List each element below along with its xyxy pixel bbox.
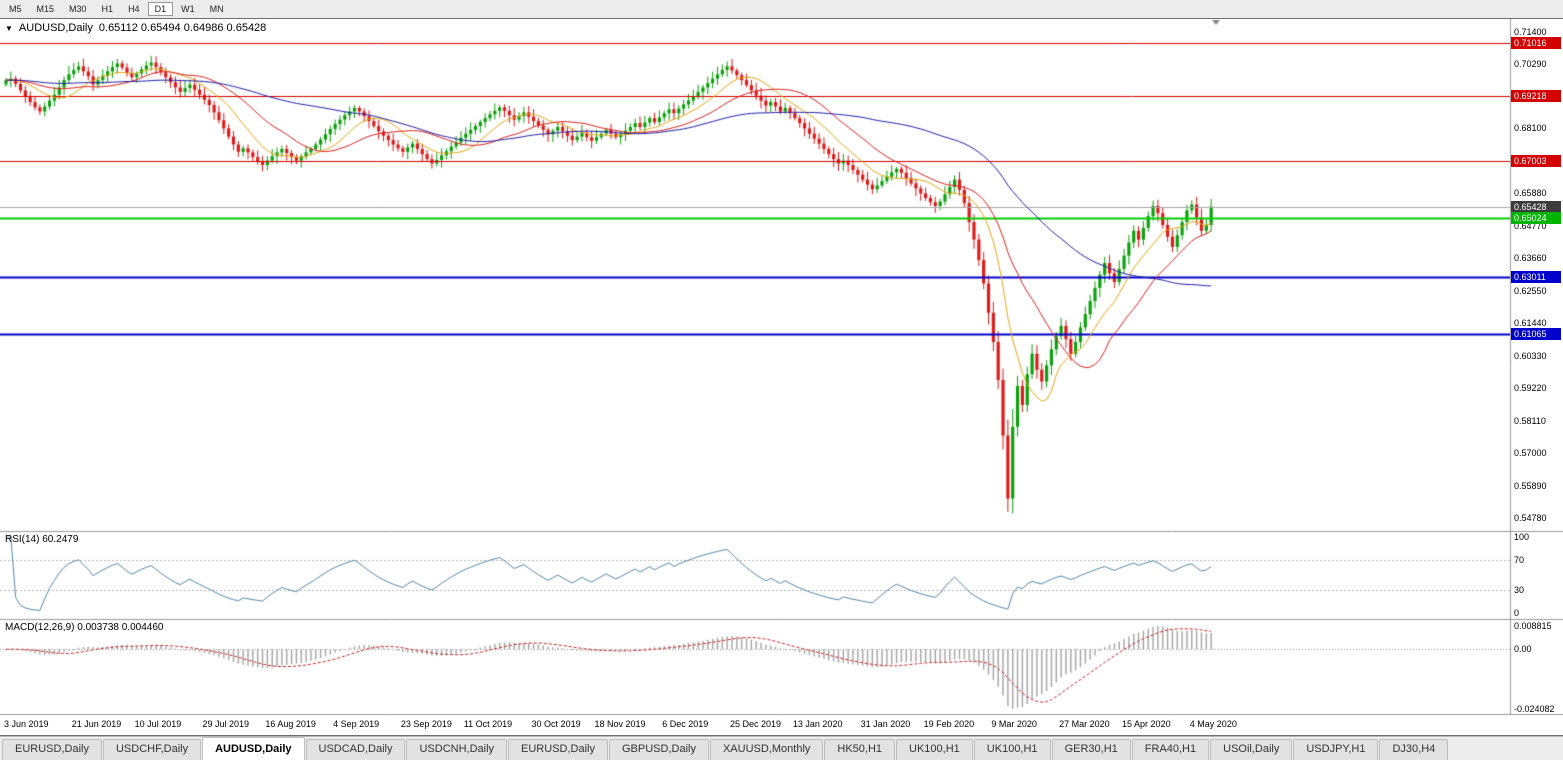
hline-price-label-0-65428[interactable]: 0.65428	[1511, 200, 1561, 213]
chart-tab-gbpusd-daily[interactable]: GBPUSD,Daily	[609, 739, 709, 760]
date-axis-label: 23 Sep 2019	[400, 719, 452, 729]
hline-price-label-0-67003[interactable]: 0.67003	[1511, 154, 1561, 167]
date-axis-label: 10 Jul 2019	[134, 719, 182, 729]
chart-tab-xauusd-monthly[interactable]: XAUUSD,Monthly	[709, 739, 824, 760]
timeframe-button-w1[interactable]: W1	[181, 4, 195, 14]
timeframe-button-mn[interactable]: MN	[209, 4, 224, 14]
timeframe-button-h4[interactable]: H4	[128, 4, 140, 14]
timeframe-toolbar: M5 M15 M30 H1 H4 D1 W1 MN	[0, 0, 1563, 18]
date-axis-label: 19 Feb 2020	[923, 719, 975, 729]
chart-title: ▼ AUDUSD,Daily 0.65112 0.65494 0.64986 0…	[5, 22, 266, 34]
price-axis-label: 0.65880	[1514, 188, 1547, 199]
date-axis-label: 15 Apr 2020	[1122, 719, 1171, 729]
rsi-axis-label: 30	[1514, 585, 1525, 596]
chart-tab-usoil-daily[interactable]: USOil,Daily	[1210, 739, 1293, 760]
date-axis-label: 18 Nov 2019	[594, 719, 646, 729]
rsi-axis-label: 70	[1514, 554, 1525, 565]
price-axis-label: 0.55890	[1514, 480, 1547, 491]
chart-ohlc-readout: 0.65112 0.65494 0.64986 0.65428	[98, 22, 267, 34]
hline-price-label-0-63011[interactable]: 0.63011	[1511, 271, 1561, 284]
hline-price-label-0-61065[interactable]: 0.61065	[1511, 328, 1561, 341]
timeframe-button-d1[interactable]: D1	[147, 2, 174, 16]
date-axis-label: 3 Jun 2019	[4, 719, 49, 729]
date-axis-label: 30 Oct 2019	[531, 719, 581, 729]
timeframe-button-h1[interactable]: H1	[101, 4, 114, 14]
rsi-axis-label: 100	[1514, 532, 1530, 542]
macd-axis-label: -0.024082	[1514, 704, 1555, 714]
hline-price-label-0-71016[interactable]: 0.71016	[1511, 37, 1561, 50]
chart-tab-usdcad-daily[interactable]: USDCAD,Daily	[305, 739, 406, 760]
macd-indicator-label: MACD(12,26,9) 0.003738 0.004460	[5, 622, 164, 633]
date-axis-label: 13 Jan 2020	[792, 719, 843, 729]
date-axis-label: 21 Jun 2019	[71, 719, 122, 729]
price-axis-label: 0.63660	[1514, 253, 1547, 264]
chart-tab-hk50-h1[interactable]: HK50,H1	[824, 739, 896, 760]
price-axis-label: 0.71400	[1514, 26, 1547, 37]
timeframe-button-m15[interactable]: M15	[36, 4, 55, 14]
timeframe-button-m30[interactable]: M30	[69, 4, 87, 14]
rsi-indicator-label: RSI(14) 60.2479	[5, 534, 79, 545]
hline-price-label-0-65024[interactable]: 0.65024	[1511, 212, 1561, 225]
chart-canvas[interactable]	[0, 19, 1563, 735]
date-axis-label: 11 Oct 2019	[463, 719, 513, 729]
price-axis-label: 0.59220	[1514, 383, 1547, 394]
price-axis-label: 0.62550	[1514, 285, 1547, 296]
date-axis-label: 31 Jan 2020	[860, 719, 911, 729]
macd-axis-label: 0.008815	[1514, 621, 1552, 631]
chart-tab-eurusd-daily[interactable]: EURUSD,Daily	[2, 739, 102, 760]
price-axis-label: 0.61440	[1514, 318, 1547, 329]
price-axis-label: 0.60330	[1514, 350, 1547, 361]
chart-tab-ger30-h1[interactable]: GER30,H1	[1051, 739, 1131, 760]
price-axis-label: 0.54780	[1514, 513, 1547, 524]
chart-symbol: AUDUSD,Daily	[18, 22, 93, 34]
date-axis-label: 29 Jul 2019	[202, 719, 249, 729]
hline-price-label-0-69218[interactable]: 0.69218	[1511, 89, 1561, 102]
chart-tab-audusd-daily[interactable]: AUDUSD,Daily	[202, 737, 305, 760]
date-axis-label: 25 Dec 2019	[730, 719, 782, 729]
date-axis-label: 4 May 2020	[1189, 719, 1237, 729]
chart-tab-usdchf-daily[interactable]: USDCHF,Daily	[102, 739, 202, 760]
chart-title-marker-icon: ▼	[5, 23, 13, 33]
chart-tab-uk100-h1[interactable]: UK100,H1	[973, 739, 1051, 760]
price-axis-label: 0.58110	[1514, 415, 1546, 426]
price-axis-label: 0.68100	[1514, 123, 1547, 134]
chart-tab-usdjpy-h1[interactable]: USDJPY,H1	[1293, 739, 1379, 760]
chart-tab-usdcnh-daily[interactable]: USDCNH,Daily	[406, 739, 508, 760]
price-axis-label: 0.64770	[1514, 220, 1547, 231]
chart-tab-dj30-h4[interactable]: DJ30,H4	[1379, 739, 1449, 760]
date-axis-label: 6 Dec 2019	[662, 719, 709, 729]
date-axis-label: 16 Aug 2019	[265, 719, 316, 729]
date-axis-label: 9 Mar 2020	[991, 719, 1037, 729]
chart-tab-eurusd-daily[interactable]: EURUSD,Daily	[508, 739, 608, 760]
timeframe-button-m5[interactable]: M5	[9, 4, 22, 14]
chart-area: ▼ AUDUSD,Daily 0.65112 0.65494 0.64986 0…	[0, 18, 1563, 736]
date-axis-label: 27 Mar 2020	[1059, 719, 1110, 729]
chart-tab-fra40-h1[interactable]: FRA40,H1	[1131, 739, 1210, 760]
chart-tab-uk100-h1[interactable]: UK100,H1	[896, 739, 973, 760]
rsi-axis-label: 0	[1514, 608, 1520, 618]
price-axis-label: 0.57000	[1514, 448, 1547, 459]
macd-axis-label: 0.00	[1514, 644, 1532, 655]
date-axis-label: 4 Sep 2019	[333, 719, 380, 729]
price-axis-label: 0.70290	[1514, 59, 1547, 70]
chart-tab-bar: EURUSD,Daily USDCHF,Daily AUDUSD,Daily USDC…	[0, 736, 1563, 760]
